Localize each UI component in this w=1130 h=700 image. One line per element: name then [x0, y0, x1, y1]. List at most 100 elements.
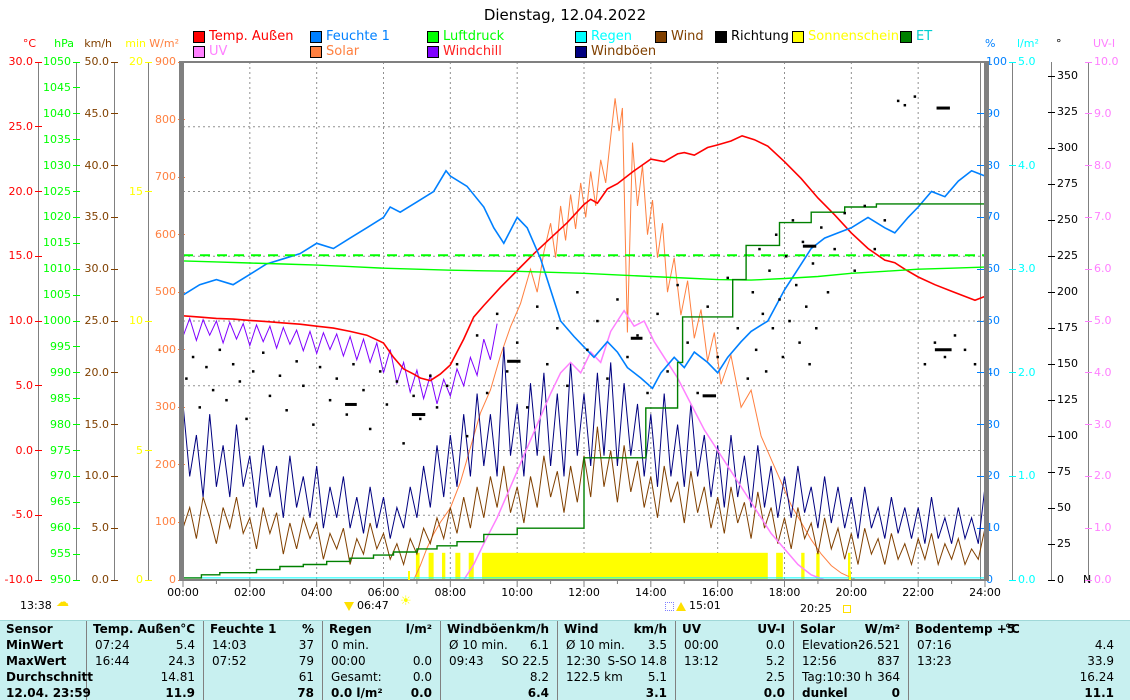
- series-richtung: [771, 326, 775, 330]
- axis-tick-uvi: [1085, 113, 1092, 115]
- table-col-header-regen: Regen: [329, 622, 372, 636]
- series-richtung: [811, 262, 815, 265]
- series-richtung: [419, 417, 422, 421]
- table-cell-label: 122.5 km: [566, 670, 623, 684]
- axis-tick-hPa: [73, 61, 80, 63]
- moonrise-box-icon: [665, 602, 674, 611]
- axis-label-Wm2: 800: [155, 112, 176, 126]
- series-richtung: [445, 384, 449, 388]
- series-richtung: [788, 319, 791, 323]
- axis-tick-deg: [1048, 399, 1055, 401]
- table-col-header-bodentemp-5: Bodentemp +5: [915, 622, 1016, 636]
- axis-label-kmh: 0.0: [91, 573, 110, 586]
- x-axis-label: 24:00: [969, 586, 1001, 599]
- axis-tick-kmh: [111, 268, 118, 270]
- series-richtung: [536, 305, 539, 308]
- axis-label-hPa: 955: [50, 547, 71, 561]
- axis-label-deg: 0: [1057, 573, 1064, 586]
- series-richtung: [278, 374, 282, 377]
- axis-label-hPa: 980: [50, 417, 71, 431]
- axis-label-uvi: 2.0: [1094, 469, 1112, 483]
- legend-swatch-sonnenschein: [792, 31, 804, 43]
- legend-label-luftdruck: Luftdruck: [443, 29, 505, 44]
- axis-tick-hPa: [73, 527, 80, 529]
- axis-tick-deg: [1048, 183, 1055, 185]
- axis-tick-deg: [1048, 291, 1055, 293]
- axis-label-uvi: 6.0: [1094, 262, 1112, 276]
- axis-tick-uvi: [1085, 216, 1092, 218]
- axis-label-hPa: 1035: [43, 132, 71, 146]
- axis-tick-deg: [1048, 75, 1055, 77]
- series-richtung: [913, 95, 917, 98]
- series-richtung: [646, 391, 649, 395]
- table-cell-label: Ø 10 min.: [566, 638, 625, 652]
- axis-tick-lm2: [1009, 165, 1016, 167]
- table-cell-label: 12:30: [566, 654, 601, 668]
- axis-label-pct: 10: [986, 521, 1000, 535]
- series-windb-en: [182, 346, 986, 544]
- series-richtung: [784, 255, 788, 258]
- table-cell-label: 07:24: [95, 638, 130, 652]
- table-cell-label: 13:23: [917, 654, 952, 668]
- table-cell-label: dunkel: [802, 686, 848, 700]
- axis-label-hPa: 970: [50, 469, 71, 483]
- series-richtung: [761, 312, 765, 316]
- series-richtung: [843, 211, 846, 215]
- legend-swatch-luftdruck: [427, 31, 439, 43]
- table-cell-label: 13:12: [684, 654, 719, 668]
- axis-label-deg: 300: [1057, 141, 1078, 155]
- axis-header-kmh: km/h: [84, 37, 112, 50]
- axis-label-pct: 30: [986, 417, 1000, 431]
- series-sonnenschein: [482, 552, 768, 580]
- series-sonnenschein: [441, 552, 446, 580]
- series-richtung: [883, 219, 887, 222]
- table-cell-value: 8.2: [529, 670, 549, 684]
- series-richtung: [616, 298, 619, 301]
- legend-swatch-richtung: [715, 31, 727, 43]
- series-richtung: [368, 427, 372, 431]
- series-richtung: [268, 394, 272, 398]
- series-richtung: [676, 283, 679, 287]
- series-richtung: [896, 99, 900, 103]
- axis-tick-uvi: [1085, 527, 1092, 529]
- axis-tick-hPa: [73, 113, 80, 115]
- axis-tick-uvi: [1085, 165, 1092, 167]
- legend-swatch-regen: [575, 31, 587, 43]
- table-cell-value: 6.4: [527, 686, 549, 700]
- series-richtung: [863, 204, 866, 208]
- axis-label-lm2: 5.0: [1018, 55, 1036, 68]
- moonset-time: 13:38: [20, 599, 52, 612]
- table-cell-value: 3.1: [645, 686, 667, 700]
- sunset-icon: [843, 605, 851, 613]
- series-richtung: [696, 391, 699, 395]
- axis-label-Wm2: 100: [155, 515, 176, 529]
- table-cell-value: 61: [298, 670, 314, 684]
- series-richtung: [666, 370, 669, 373]
- axis-label-degC: 25.0: [8, 119, 34, 133]
- table-col-unit: UV-I: [757, 622, 785, 636]
- axis-tick-degC: [35, 61, 42, 63]
- table-cell-value: 837: [877, 654, 900, 668]
- axis-label-deg: 350: [1057, 69, 1078, 83]
- axis-label-kmh: 25.0: [84, 314, 110, 327]
- x-axis-label: 10:00: [501, 586, 533, 599]
- axis-tick-hPa: [73, 216, 80, 218]
- legend-swatch-windb-en: [575, 46, 587, 58]
- legend-label-solar: Solar: [326, 44, 360, 59]
- axis-label-hPa: 965: [50, 495, 71, 509]
- axis-tick-deg: [1048, 255, 1055, 257]
- axis-label-lm2: 0.0: [1018, 573, 1036, 586]
- axis-tick-degC: [35, 191, 42, 192]
- table-cell-value: 79: [298, 654, 314, 668]
- axis-header-deg: °: [1056, 37, 1062, 50]
- table-cell-label: 0.0 l/m²: [331, 686, 383, 700]
- axis-label-uvi: 7.0: [1094, 210, 1112, 224]
- series-richtung: [751, 291, 755, 294]
- table-col-unit: °C: [180, 622, 195, 636]
- series-richtung: [754, 348, 758, 352]
- table-row-label: Sensor: [6, 622, 53, 636]
- series-richtung: [412, 394, 415, 398]
- axis-label-pct: 80: [986, 158, 1000, 172]
- table-cell-value: 0.0: [765, 638, 785, 652]
- axis-tick-degC: [35, 514, 42, 516]
